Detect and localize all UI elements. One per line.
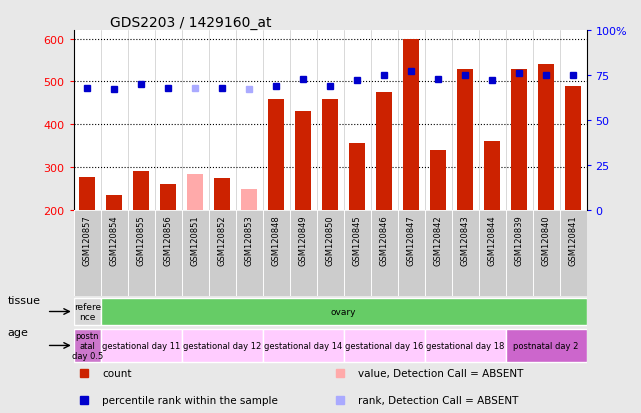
Bar [263, 211, 290, 296]
Bar [160, 185, 176, 211]
Text: ovary: ovary [331, 307, 356, 316]
Text: GSM120853: GSM120853 [245, 215, 254, 266]
Bar [101, 211, 128, 296]
Bar [397, 211, 424, 296]
Text: GSM120849: GSM120849 [299, 215, 308, 265]
Bar [424, 329, 506, 362]
Text: GDS2203 / 1429160_at: GDS2203 / 1429160_at [110, 16, 271, 30]
Bar [236, 211, 263, 296]
Bar [538, 65, 554, 211]
Bar [560, 211, 587, 296]
Bar [263, 329, 344, 362]
Bar [344, 211, 370, 296]
Bar [187, 175, 203, 211]
Bar [430, 151, 446, 211]
Bar [268, 100, 284, 211]
Text: gestational day 16: gestational day 16 [345, 341, 423, 350]
Bar [290, 211, 317, 296]
Bar [214, 178, 230, 211]
Bar [344, 329, 424, 362]
Bar [511, 69, 527, 211]
Bar [74, 211, 101, 296]
Text: GSM120856: GSM120856 [163, 215, 172, 266]
Bar [457, 69, 473, 211]
Bar [370, 211, 397, 296]
Bar [181, 329, 263, 362]
Bar [506, 329, 587, 362]
Text: GSM120852: GSM120852 [218, 215, 227, 265]
Text: GSM120855: GSM120855 [137, 215, 146, 265]
Bar [376, 93, 392, 211]
Bar [533, 211, 560, 296]
Bar [479, 211, 506, 296]
Bar [506, 211, 533, 296]
Text: GSM120854: GSM120854 [110, 215, 119, 265]
Bar [322, 100, 338, 211]
Text: percentile rank within the sample: percentile rank within the sample [102, 395, 278, 405]
Text: gestational day 18: gestational day 18 [426, 341, 504, 350]
Text: postn
atal
day 0.5: postn atal day 0.5 [72, 331, 103, 361]
Bar [133, 171, 149, 211]
Text: GSM120840: GSM120840 [542, 215, 551, 265]
Text: GSM120847: GSM120847 [406, 215, 415, 266]
Bar [565, 87, 581, 211]
Text: GSM120845: GSM120845 [353, 215, 362, 265]
Text: GSM120839: GSM120839 [515, 215, 524, 266]
Text: GSM120843: GSM120843 [461, 215, 470, 266]
Bar [451, 211, 479, 296]
Bar [209, 211, 236, 296]
Bar [317, 211, 344, 296]
Bar [181, 211, 209, 296]
Text: GSM120844: GSM120844 [488, 215, 497, 265]
Bar [106, 196, 122, 211]
Bar [241, 189, 257, 211]
Text: GSM120842: GSM120842 [433, 215, 442, 265]
Text: GSM120846: GSM120846 [379, 215, 388, 266]
Text: GSM120841: GSM120841 [569, 215, 578, 265]
Bar [79, 177, 96, 211]
Bar [74, 298, 101, 326]
Bar [403, 40, 419, 211]
Text: postnatal day 2: postnatal day 2 [513, 341, 579, 350]
Text: tissue: tissue [8, 296, 40, 306]
Text: rank, Detection Call = ABSENT: rank, Detection Call = ABSENT [358, 395, 519, 405]
Bar [349, 143, 365, 211]
Text: gestational day 12: gestational day 12 [183, 341, 262, 350]
Text: age: age [8, 328, 29, 337]
Text: gestational day 14: gestational day 14 [264, 341, 342, 350]
Text: GSM120850: GSM120850 [326, 215, 335, 265]
Bar [128, 211, 154, 296]
Bar [424, 211, 451, 296]
Text: GSM120848: GSM120848 [272, 215, 281, 266]
Text: value, Detection Call = ABSENT: value, Detection Call = ABSENT [358, 368, 524, 378]
Bar [154, 211, 181, 296]
Text: GSM120851: GSM120851 [190, 215, 199, 265]
Bar [101, 329, 181, 362]
Bar [484, 142, 500, 211]
Text: refere
nce: refere nce [74, 302, 101, 321]
Text: gestational day 11: gestational day 11 [102, 341, 180, 350]
Text: GSM120857: GSM120857 [83, 215, 92, 266]
Bar [74, 329, 101, 362]
Text: count: count [102, 368, 131, 378]
Bar [295, 112, 312, 211]
